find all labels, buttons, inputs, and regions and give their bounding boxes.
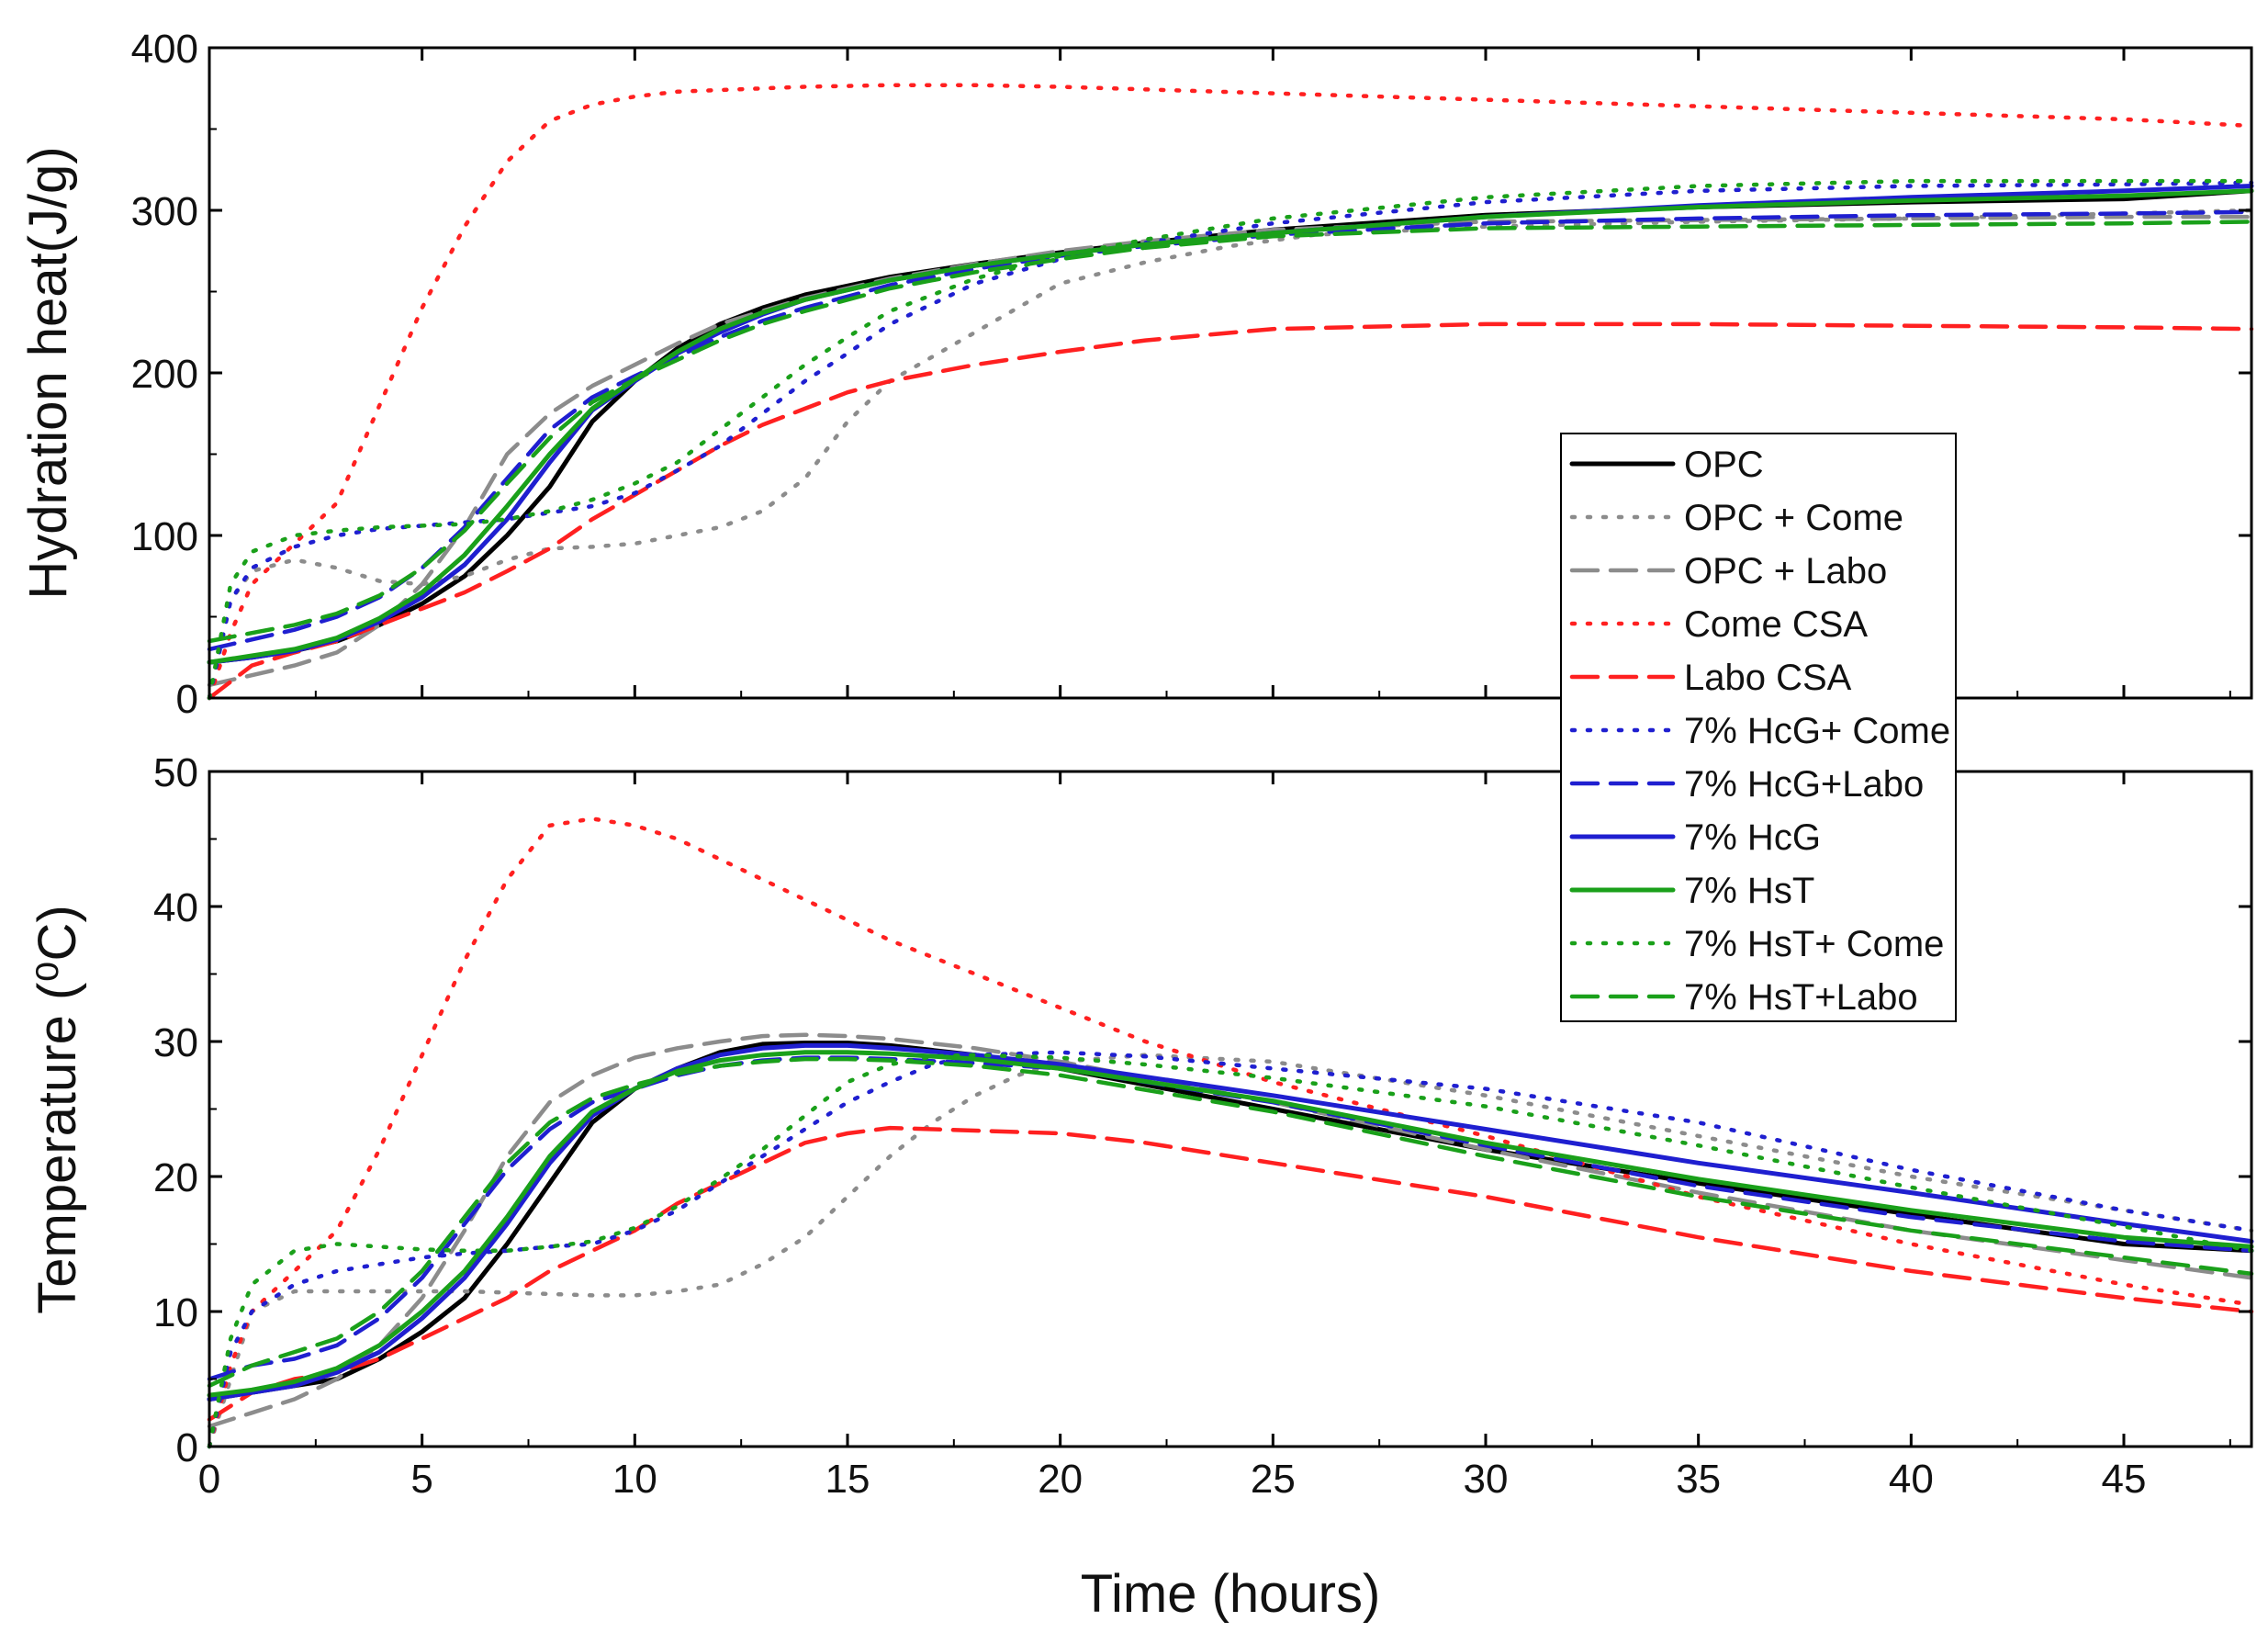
temp-series-opc-come [207, 1053, 2254, 1449]
heat-y-ticks: 0 100 200 300 400 [131, 27, 2251, 722]
heat-y-tick-label: 0 [176, 677, 198, 722]
temp-y-tick-label: 50 [153, 750, 198, 795]
legend-label-opc-labo: OPC + Labo [1684, 551, 1887, 591]
temp-series-7pct-hst [207, 1050, 2254, 1398]
heat-y-tick-label: 200 [131, 352, 198, 397]
temp-y-tick-label: 30 [153, 1020, 198, 1065]
legend-label-opc-come: OPC + Come [1684, 498, 1903, 538]
temp-series-labo-csa [207, 1125, 2254, 1422]
temp-y-tick-label: 10 [153, 1290, 198, 1335]
temperature-series-group [207, 816, 2254, 1449]
x-tick-label: 15 [825, 1457, 870, 1502]
temp-series-opc-labo [207, 1032, 2254, 1429]
temp-series-7pct-hst-labo [207, 1056, 2254, 1389]
x-tick-label: 45 [2102, 1457, 2147, 1502]
temp-y-tick-label: 40 [153, 885, 198, 930]
heat-series-7pct-hcg-come [207, 180, 2254, 701]
legend-label-labo-csa: Labo CSA [1684, 658, 1852, 698]
heat-y-axis-title: Hydration heat(J/g) [18, 146, 78, 599]
x-tick-label: 0 [198, 1457, 220, 1502]
legend-box [1560, 433, 1957, 1022]
x-tick-label: 30 [1464, 1457, 1509, 1502]
temp-series-7pct-hcg [207, 1042, 2254, 1402]
heat-series-come-csa [207, 83, 2254, 701]
x-tick-label: 25 [1251, 1457, 1296, 1502]
temp-series-7pct-hst-come [207, 1053, 2254, 1449]
hydration-heat-panel: 0 100 200 300 400 Hydration heat(J/g) [18, 27, 2254, 722]
legend-label-7pct-hst-labo: 7% HsT+Labo [1684, 977, 1918, 1018]
legend-label-come-csa: Come CSA [1684, 604, 1868, 645]
x-tick-label: 40 [1889, 1457, 1934, 1502]
temperature-y-ticks: 0 10 20 30 40 50 [153, 750, 2251, 1470]
legend-label-7pct-hst: 7% HsT [1684, 871, 1814, 911]
x-axis-ticks: 0 5 10 15 20 25 30 35 40 45 [198, 1457, 2147, 1502]
temperature-y-axis-title: Temperature (⁰C) [28, 905, 87, 1313]
temp-series-7pct-hcg-come [207, 1050, 2254, 1449]
heat-series-labo-csa [207, 321, 2254, 701]
temp-y-tick-label: 20 [153, 1155, 198, 1200]
temperature-panel: 0 10 20 30 40 50 Temperature (⁰C) [28, 750, 2254, 1470]
x-tick-label: 35 [1676, 1457, 1721, 1502]
x-axis-title: Time (hours) [1081, 1564, 1381, 1624]
legend-label-7pct-hcg-come: 7% HcG+ Come [1684, 711, 1950, 751]
heat-series-7pct-hst-come [207, 178, 2254, 701]
x-tick-label: 5 [410, 1457, 432, 1502]
x-tick-label: 10 [612, 1457, 657, 1502]
heat-series-7pct-hst [207, 188, 2254, 665]
legend-entries: OPC OPC + Come OPC + Labo Come CSA Labo CSA 7… [1569, 445, 1950, 1018]
x-tick-label: 20 [1038, 1457, 1083, 1502]
legend-label-7pct-hcg: 7% HcG [1684, 817, 1821, 858]
temp-y-tick-label: 0 [176, 1425, 198, 1470]
heat-y-tick-label: 100 [131, 514, 198, 559]
heat-y-tick-label: 400 [131, 27, 198, 72]
heat-series-7pct-hst-labo [207, 220, 2254, 644]
heat-y-tick-label: 300 [131, 189, 198, 234]
legend-label-opc: OPC [1684, 445, 1764, 485]
legend: OPC OPC + Come OPC + Labo Come CSA Labo CSA 7… [1560, 433, 1957, 1022]
legend-label-7pct-hst-come: 7% HsT+ Come [1684, 924, 1944, 964]
legend-label-7pct-hcg-labo: 7% HcG+Labo [1684, 764, 1924, 805]
heat-series-group [207, 83, 2254, 701]
